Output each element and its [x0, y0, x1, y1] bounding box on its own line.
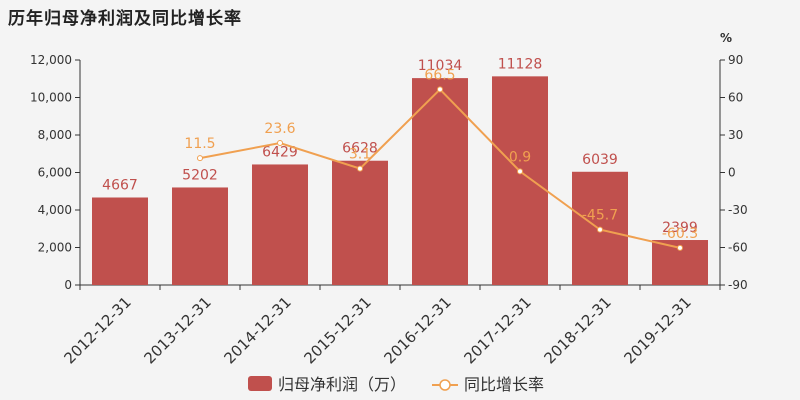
- right-axis-tick-label: 0: [728, 166, 736, 180]
- left-axis-tick-label: 4,000: [38, 203, 72, 217]
- bar-value-label: 2399: [662, 220, 698, 236]
- growth-rate-point: [357, 165, 363, 172]
- growth-rate-label: 23.6: [264, 121, 295, 137]
- x-axis-tick-label: 2012-12-31: [60, 293, 134, 367]
- left-axis-tick-label: 2,000: [38, 241, 72, 255]
- growth-rate-label: -60.3: [662, 226, 698, 242]
- growth-rate-point: [597, 226, 603, 233]
- growth-rate-point: [197, 155, 203, 162]
- left-axis-tick-label: 6,000: [38, 166, 72, 180]
- growth-rate-point: [277, 140, 283, 146]
- bar: [412, 78, 468, 285]
- bar-value-label: 6429: [262, 144, 298, 160]
- right-axis-tick-label: 30: [728, 128, 743, 142]
- bar: [252, 164, 308, 285]
- x-axis-tick-label: 2013-12-31: [140, 293, 214, 367]
- bar: [492, 76, 548, 285]
- bar: [92, 197, 148, 285]
- legend-line-label: 同比增长率: [464, 375, 544, 394]
- right-axis-tick-label: 90: [728, 53, 743, 67]
- x-axis-tick-label: 2016-12-31: [380, 293, 454, 367]
- chart-title: 历年归母净利润及同比增长率: [8, 9, 242, 29]
- right-axis-tick-label: 60: [728, 91, 743, 105]
- left-axis-tick-label: 12,000: [30, 53, 72, 67]
- legend-bar-swatch: [248, 376, 272, 391]
- growth-rate-point: [437, 86, 443, 93]
- left-axis-tick-label: 8,000: [38, 128, 72, 142]
- bar-value-label: 11128: [498, 56, 543, 72]
- right-axis-tick-label: -30: [728, 203, 748, 217]
- bar-value-label: 6039: [582, 152, 618, 168]
- left-axis-tick-label: 0: [64, 278, 72, 292]
- growth-rate-label: 3.1: [349, 147, 371, 163]
- bar: [172, 187, 228, 285]
- legend-bar-label: 归母净利润（万）: [278, 375, 406, 394]
- bar-value-label: 11034: [418, 58, 463, 74]
- right-axis-unit: %: [720, 31, 732, 45]
- growth-rate-point: [517, 168, 523, 175]
- right-axis-tick-label: -60: [728, 241, 748, 255]
- growth-rate-point: [677, 244, 683, 251]
- growth-rate-label: 11.5: [184, 136, 215, 152]
- bar-value-label: 5202: [182, 167, 218, 183]
- x-axis-tick-label: 2017-12-31: [460, 293, 534, 367]
- growth-rate-label: 0.9: [509, 149, 531, 165]
- bar-value-label: 6628: [342, 141, 378, 157]
- x-axis-tick-label: 2019-12-31: [620, 293, 694, 367]
- x-axis-tick-label: 2014-12-31: [220, 293, 294, 367]
- bar: [332, 160, 388, 285]
- x-axis-tick-label: 2018-12-31: [540, 293, 614, 367]
- growth-rate-label: 66.5: [424, 67, 455, 83]
- right-axis-tick-label: -90: [728, 278, 748, 292]
- legend-line-marker: [439, 379, 451, 391]
- left-axis-tick-label: 10,000: [30, 91, 72, 105]
- growth-rate-label: -45.7: [582, 208, 618, 224]
- bar-value-label: 4667: [102, 177, 138, 193]
- x-axis-tick-label: 2015-12-31: [300, 293, 374, 367]
